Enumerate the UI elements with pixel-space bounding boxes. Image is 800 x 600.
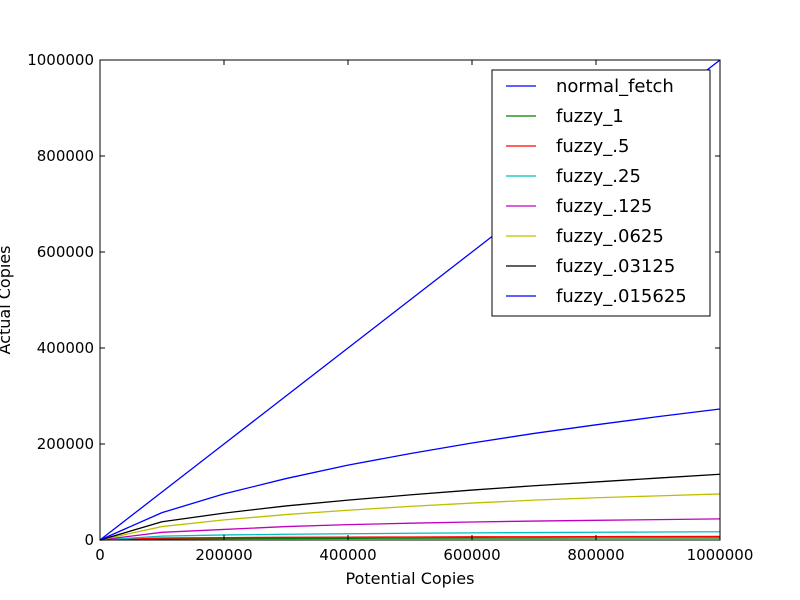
legend-label-fuzzy_.25: fuzzy_.25 — [556, 166, 641, 187]
legend-label-fuzzy_1: fuzzy_1 — [556, 106, 624, 127]
y-tick-label: 600000 — [37, 243, 94, 261]
series-line-fuzzy_.03125 — [99, 473, 721, 541]
series-line-fuzzy_1 — [99, 537, 721, 541]
x-tick-label: 0 — [95, 546, 105, 564]
y-tick-label: 400000 — [37, 339, 94, 357]
axes-layer: 0 200000 400000 600000 800000 1000000 0 200000 4… — [27, 51, 753, 564]
series-line-fuzzy_.5 — [99, 535, 721, 541]
x-tick-label: 1000000 — [687, 546, 754, 564]
legend-label-fuzzy_.5: fuzzy_.5 — [556, 136, 629, 157]
legend-label-fuzzy_.0625: fuzzy_.0625 — [556, 226, 664, 247]
series-line-fuzzy_.25 — [99, 531, 721, 541]
y-tick-label: 0 — [84, 531, 94, 549]
legend-box — [491, 69, 711, 317]
legend-label-fuzzy_.125: fuzzy_.125 — [556, 196, 652, 217]
x-tick-label: 800000 — [567, 546, 624, 564]
series-line-fuzzy_.015625 — [99, 408, 721, 541]
x-tick-label: 200000 — [195, 546, 252, 564]
legend-label-fuzzy_.03125: fuzzy_.03125 — [556, 256, 675, 277]
series-line-fuzzy_.0625 — [99, 493, 721, 541]
y-tick-label: 800000 — [37, 147, 94, 165]
series-layer — [99, 59, 721, 541]
y-tick-label: 1000000 — [27, 51, 94, 69]
y-tick-label: 200000 — [37, 435, 94, 453]
x-axis-title: Potential Copies — [346, 569, 475, 588]
legend-label-normal_fetch: normal_fetch — [556, 76, 674, 97]
axes-frame — [99, 59, 721, 541]
x-tick-label: 600000 — [443, 546, 500, 564]
series-line-fuzzy_.125 — [99, 518, 721, 541]
legend-label-fuzzy_.015625: fuzzy_.015625 — [556, 286, 687, 307]
legend: normal_fetch fuzzy_1 fuzzy_.5 fuzzy_.25fuzz… — [491, 69, 711, 317]
x-tick-label: 400000 — [319, 546, 376, 564]
y-axis-title: Actual Copies — [0, 246, 14, 355]
